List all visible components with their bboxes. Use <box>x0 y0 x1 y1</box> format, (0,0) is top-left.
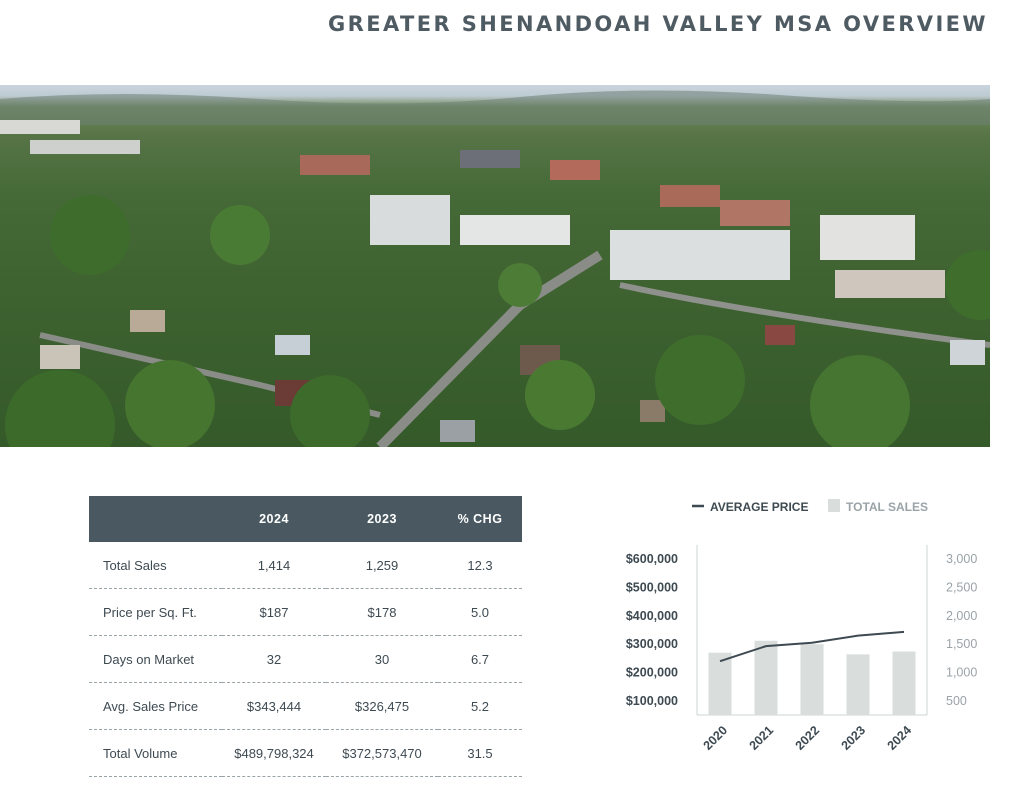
chart-svg: AVERAGE PRICE TOTAL SALES $100,000 $200,0… <box>626 499 977 753</box>
table-row: Price per Sq. Ft. $187 $178 5.0 <box>89 588 522 636</box>
legend-bar-swatch <box>828 499 840 512</box>
row-label: Price per Sq. Ft. <box>89 588 222 636</box>
bar-total-sales-2022 <box>800 644 824 715</box>
bar-total-sales-2024 <box>892 651 916 715</box>
bar-total-sales-2021 <box>754 640 778 715</box>
legend-total-sales: TOTAL SALES <box>846 500 928 514</box>
value-pct-chg: 5.0 <box>438 588 522 636</box>
bar-total-sales-2023 <box>846 654 870 715</box>
value-2024: 1,414 <box>222 542 326 589</box>
left-axis-tick-label: $100,000 <box>626 694 678 708</box>
table-header-row: 2024 2023 % CHG <box>89 496 522 542</box>
right-axis-tick-label: 1,000 <box>946 666 977 680</box>
x-axis-tick-label: 2024 <box>885 723 915 753</box>
aerial-photo-illustration <box>0 90 990 447</box>
row-label: Total Volume <box>89 729 222 777</box>
value-2024: 32 <box>222 635 326 683</box>
table-row: Avg. Sales Price $343,444 $326,475 5.2 <box>89 682 522 730</box>
value-pct-chg: 5.2 <box>438 682 522 730</box>
value-pct-chg: 6.7 <box>438 635 522 683</box>
value-pct-chg: 12.3 <box>438 542 522 589</box>
bar-total-sales-2020 <box>708 652 732 715</box>
x-axis-tick-label: 2023 <box>839 723 869 753</box>
left-axis-tick-label: $600,000 <box>626 552 678 566</box>
price-sales-chart: AVERAGE PRICE TOTAL SALES $100,000 $200,0… <box>600 490 1010 790</box>
line-average-price <box>719 630 905 663</box>
table-row: Days on Market 32 30 6.7 <box>89 635 522 683</box>
value-2023: $372,573,470 <box>326 729 438 777</box>
value-2024: $489,798,324 <box>222 729 326 777</box>
row-label: Avg. Sales Price <box>89 682 222 730</box>
value-2024: $343,444 <box>222 682 326 730</box>
left-axis-tick-label: $200,000 <box>626 666 678 680</box>
market-stats-table: 2024 2023 % CHG Total Sales 1,414 1,259 … <box>89 496 522 777</box>
right-axis-tick-label: 1,500 <box>946 637 977 651</box>
value-pct-chg: 31.5 <box>438 729 522 777</box>
value-2023: $326,475 <box>326 682 438 730</box>
left-axis-tick-label: $400,000 <box>626 609 678 623</box>
table-row: Total Volume $489,798,324 $372,573,470 3… <box>89 729 522 777</box>
header-label-blank <box>89 496 222 542</box>
aerial-town-photo <box>0 85 990 447</box>
page-title: GREATER SHENANDOAH VALLEY MSA OVERVIEW <box>328 12 988 36</box>
right-axis-tick-label: 2,000 <box>946 609 977 623</box>
header-2023: 2023 <box>326 496 438 542</box>
left-axis-tick-label: $300,000 <box>626 637 678 651</box>
x-axis-tick-label: 2021 <box>747 723 777 753</box>
row-label: Total Sales <box>89 542 222 589</box>
header-pct-chg: % CHG <box>438 496 522 542</box>
header-2024: 2024 <box>222 496 326 542</box>
x-axis-tick-label: 2020 <box>701 723 731 753</box>
value-2024: $187 <box>222 588 326 636</box>
right-axis-tick-label: 500 <box>946 694 967 708</box>
right-axis-tick-label: 2,500 <box>946 581 977 595</box>
x-axis-tick-label: 2022 <box>793 723 823 753</box>
legend-average-price: AVERAGE PRICE <box>710 500 808 514</box>
value-2023: 30 <box>326 635 438 683</box>
row-label: Days on Market <box>89 635 222 683</box>
table-row: Total Sales 1,414 1,259 12.3 <box>89 542 522 589</box>
left-axis-tick-label: $500,000 <box>626 581 678 595</box>
value-2023: 1,259 <box>326 542 438 589</box>
value-2023: $178 <box>326 588 438 636</box>
right-axis-tick-label: 3,000 <box>946 552 977 566</box>
